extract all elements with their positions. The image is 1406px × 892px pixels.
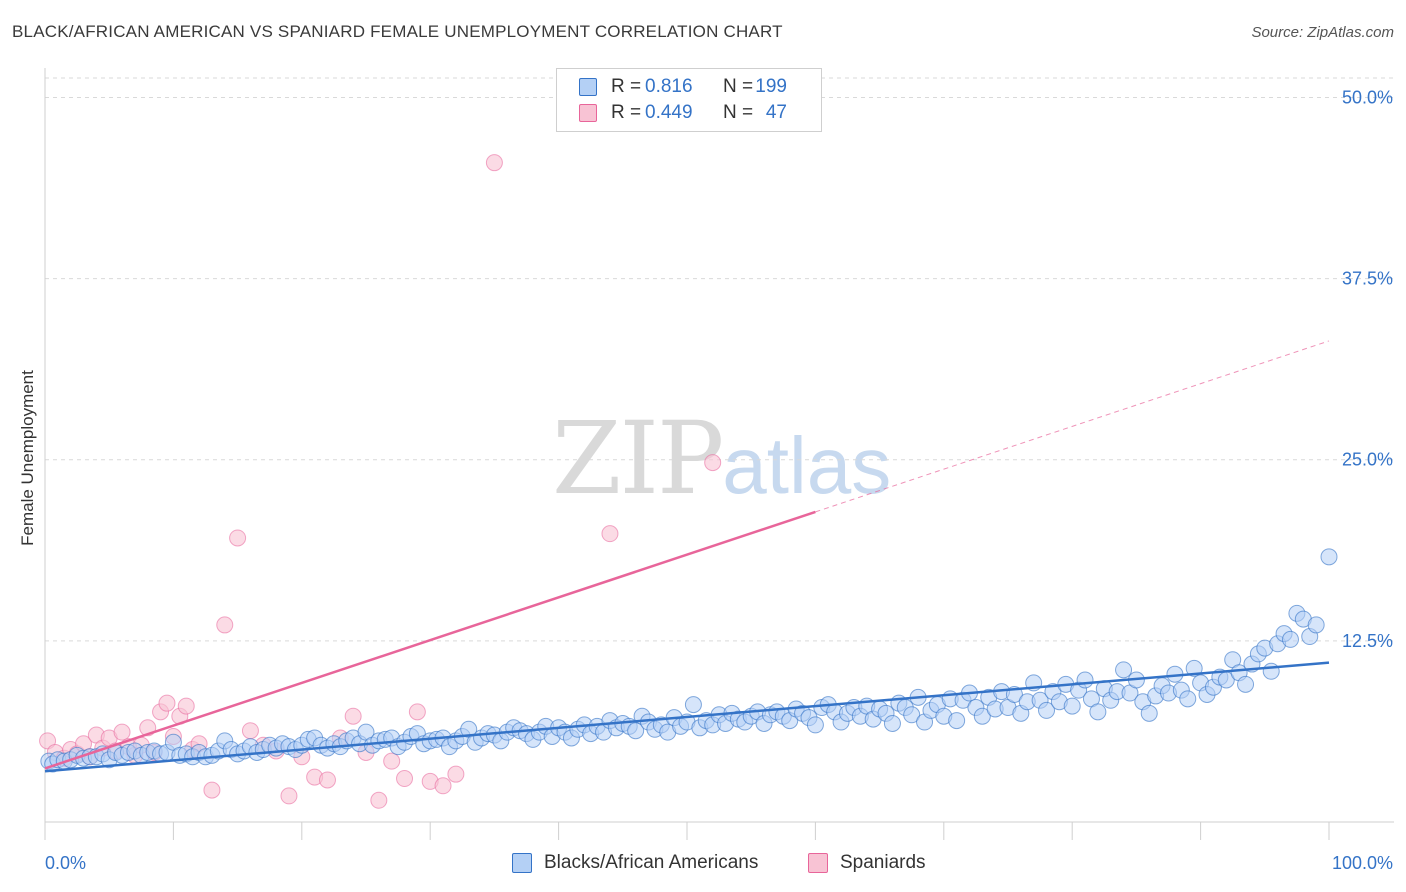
blue-swatch xyxy=(512,853,532,873)
watermark-atlas: atlas xyxy=(722,421,892,510)
black-point xyxy=(1038,701,1056,719)
source-label: Source: ZipAtlas.com xyxy=(1251,24,1394,41)
blue-swatch xyxy=(579,78,597,96)
legend-label-blacks: Blacks/African Americans xyxy=(544,852,759,873)
y-tick-label: 37.5% xyxy=(1342,269,1393,289)
spaniard-trend-extension xyxy=(815,340,1330,513)
y-tick-label: 50.0% xyxy=(1342,87,1393,107)
black-trend-line xyxy=(44,661,1330,773)
spaniard-point xyxy=(318,771,336,789)
black-point xyxy=(684,696,702,714)
legend-r-value: 0.449 xyxy=(645,102,693,123)
watermark: ZIPatlas xyxy=(552,400,891,517)
spaniard-point xyxy=(370,791,388,809)
x-tick-label: 100.0% xyxy=(1332,853,1393,873)
legend-label-spaniards: Spaniards xyxy=(840,852,926,873)
spaniard-trend-line xyxy=(44,510,816,770)
spaniard-point xyxy=(408,703,426,721)
legend-r-label: R = xyxy=(611,76,642,97)
black-point xyxy=(1281,630,1299,648)
black-point xyxy=(1237,675,1255,693)
spaniard-point xyxy=(241,722,259,740)
spaniard-point xyxy=(216,616,234,634)
spaniard-point xyxy=(280,787,298,805)
black-point xyxy=(627,722,645,740)
spaniard-point xyxy=(601,525,619,543)
spaniard-point xyxy=(158,694,176,712)
spaniard-point xyxy=(396,770,414,788)
stats-legend: R = 0.816 N = 199 R = 0.449 N = 47 xyxy=(556,68,822,132)
legend-n-label: N = xyxy=(723,102,754,123)
pink-swatch xyxy=(579,104,597,122)
legend-n-value: 47 xyxy=(765,102,787,123)
black-point xyxy=(1063,697,1081,715)
spaniard-point xyxy=(383,752,401,770)
legend-row-pink: R = 0.449 N = 47 xyxy=(579,101,787,125)
y-tick-label: 12.5% xyxy=(1342,631,1393,651)
legend-n-label: N = xyxy=(723,76,754,97)
black-point xyxy=(1262,662,1280,680)
black-point xyxy=(1179,690,1197,708)
spaniard-point xyxy=(113,723,131,741)
black-point xyxy=(903,706,921,724)
pink-swatch xyxy=(808,853,828,873)
spaniard-point xyxy=(229,529,247,547)
y-axis-label: Female Unemployment xyxy=(18,370,37,546)
legend-row-blue: R = 0.816 N = 199 xyxy=(579,75,787,99)
spaniard-point xyxy=(447,765,465,783)
black-point xyxy=(1307,616,1325,634)
black-point xyxy=(948,712,966,730)
legend-n-value: 199 xyxy=(755,76,787,97)
black-point xyxy=(1115,661,1133,679)
spaniard-point xyxy=(485,154,503,172)
black-point xyxy=(1076,671,1094,689)
legend-r-value: 0.816 xyxy=(645,76,693,97)
legend-item-spaniards: Spaniards xyxy=(808,852,926,874)
x-tick-label: 0.0% xyxy=(45,853,86,873)
chart-title: BLACK/AFRICAN AMERICAN VS SPANIARD FEMAL… xyxy=(12,22,783,41)
spaniard-point xyxy=(704,454,722,472)
watermark-zip: ZIP xyxy=(552,400,724,517)
y-tick-label: 25.0% xyxy=(1342,450,1393,470)
spaniard-point xyxy=(203,781,221,799)
spaniard-point xyxy=(434,777,452,795)
black-point xyxy=(883,714,901,732)
legend-r-label: R = xyxy=(611,102,642,123)
black-point xyxy=(1320,548,1338,566)
spaniard-point xyxy=(177,697,195,715)
spaniard-point xyxy=(344,707,362,725)
black-point xyxy=(973,707,991,725)
black-point xyxy=(806,716,824,734)
black-point xyxy=(1089,703,1107,721)
black-point xyxy=(1185,659,1203,677)
legend-item-blacks: Blacks/African Americans xyxy=(512,852,758,874)
black-point xyxy=(1140,704,1158,722)
